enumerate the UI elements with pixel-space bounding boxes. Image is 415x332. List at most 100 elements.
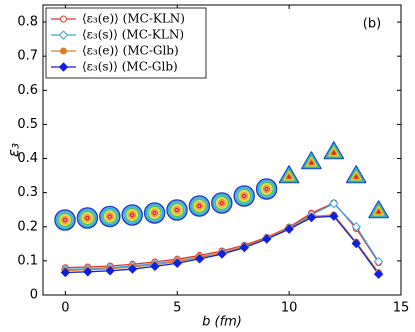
- marker: [262, 234, 272, 244]
- contour: [195, 202, 204, 210]
- y-tick-label: 0.5: [17, 117, 38, 132]
- contour: [128, 211, 137, 219]
- contour: [350, 170, 362, 181]
- contour: [304, 154, 319, 168]
- contour: [62, 217, 68, 223]
- contour: [302, 153, 321, 169]
- contour: [83, 214, 92, 222]
- contour: [278, 165, 300, 184]
- legend-label: ⟨ε₃(s)⟩ (MC-KLN): [82, 28, 184, 42]
- contour: [259, 181, 274, 197]
- contour: [257, 179, 276, 199]
- contour: [85, 215, 90, 221]
- contour: [123, 205, 142, 225]
- x-tick-label: 5: [173, 301, 181, 316]
- marker: [351, 222, 361, 232]
- contour: [121, 204, 143, 226]
- contour: [368, 200, 389, 219]
- contour: [99, 205, 121, 228]
- y-axis-label: ε₃: [5, 143, 23, 157]
- contour: [260, 183, 273, 195]
- contour: [55, 210, 75, 230]
- marker: [127, 264, 138, 274]
- marker: [194, 254, 205, 264]
- marker: [217, 249, 227, 259]
- x-tick-label: 0: [61, 301, 69, 316]
- contour: [330, 148, 338, 156]
- contour: [236, 188, 252, 204]
- contour: [301, 151, 322, 170]
- contour: [81, 212, 94, 224]
- contour: [152, 210, 157, 216]
- contour: [148, 207, 161, 219]
- x-axis-label: b (fm): [202, 315, 242, 330]
- contour: [126, 209, 138, 221]
- contour: [325, 143, 343, 159]
- contour: [107, 214, 113, 219]
- contour: [105, 212, 114, 221]
- contour: [76, 207, 99, 229]
- contour: [78, 208, 97, 228]
- y-tick-label: 0: [30, 288, 38, 303]
- contour: [323, 141, 345, 160]
- contour: [166, 199, 188, 221]
- contour: [373, 205, 385, 216]
- contour: [143, 202, 166, 224]
- marker: [351, 238, 361, 249]
- contour: [347, 167, 365, 183]
- contour: [104, 210, 116, 223]
- legend-label: ⟨ε₃(s)⟩ (MC-Glb): [82, 60, 178, 74]
- y-tick-label: 0.4: [17, 151, 38, 166]
- legend-label: ⟨ε₃(e)⟩ (MC-KLN): [82, 12, 185, 26]
- contour: [188, 195, 211, 217]
- contour: [374, 207, 383, 215]
- legend-box: [45, 7, 207, 79]
- contour: [283, 170, 295, 181]
- contour: [280, 167, 298, 183]
- y-tick-label: 0.3: [17, 185, 38, 200]
- contour: [328, 146, 340, 157]
- contour: [169, 202, 185, 218]
- contour: [286, 174, 292, 179]
- contour: [54, 209, 76, 231]
- contour: [219, 200, 225, 206]
- contour: [193, 200, 206, 212]
- marker: [172, 258, 182, 268]
- marker: [60, 267, 71, 278]
- contour: [190, 196, 209, 216]
- marker: [284, 224, 294, 234]
- contour: [264, 186, 269, 192]
- contour: [326, 144, 341, 158]
- legend-marker: [60, 15, 67, 23]
- legend-marker: [60, 47, 67, 55]
- contour: [150, 209, 159, 217]
- legend-marker: [58, 62, 69, 72]
- contour: [307, 158, 316, 166]
- contour: [255, 178, 278, 200]
- x-tick-label: 15: [393, 301, 410, 316]
- contour: [285, 172, 293, 180]
- contour: [238, 190, 250, 202]
- contour: [376, 209, 381, 214]
- contour: [212, 193, 231, 213]
- marker: [306, 212, 317, 223]
- contour: [124, 207, 140, 223]
- shape-icons: [54, 141, 389, 231]
- y-tick-label: 0.2: [17, 219, 38, 234]
- marker: [373, 269, 384, 279]
- contour: [217, 199, 226, 207]
- marker: [329, 211, 339, 221]
- marker: [373, 256, 384, 267]
- contour: [345, 165, 367, 184]
- x-tick-label: 10: [281, 301, 298, 316]
- contour: [349, 168, 364, 182]
- contour: [211, 192, 233, 214]
- contour: [174, 207, 180, 213]
- marker: [239, 242, 250, 253]
- contour: [216, 197, 228, 209]
- panel-label: (b): [363, 17, 381, 32]
- contour: [369, 202, 388, 218]
- contour: [233, 185, 255, 207]
